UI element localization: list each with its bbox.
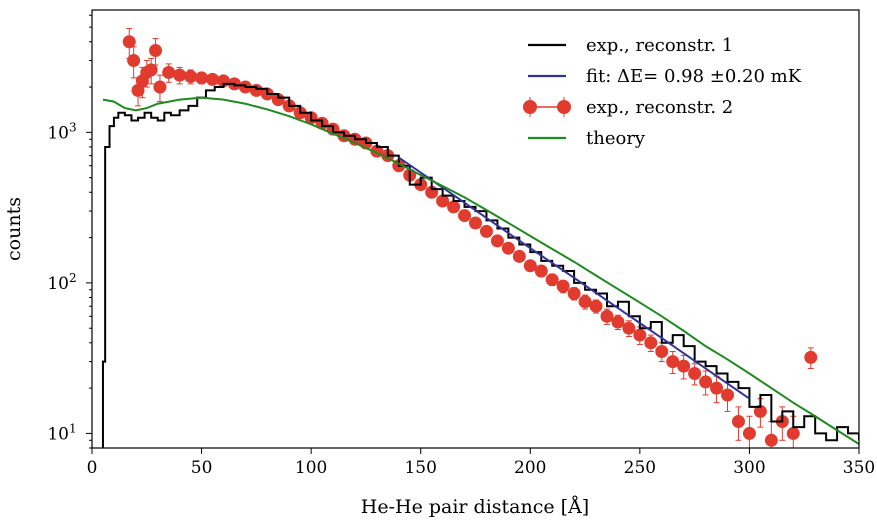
data-point: [545, 273, 559, 287]
data-point: [206, 72, 220, 86]
data-point: [144, 63, 158, 77]
data-point: [458, 209, 472, 223]
data-point: [611, 315, 625, 329]
legend-marker: [523, 100, 537, 114]
data-point: [184, 70, 198, 84]
data-point: [600, 309, 614, 323]
data-point: [436, 194, 450, 208]
x-tick-label: 150: [404, 458, 436, 478]
data-point: [512, 249, 526, 263]
data-point: [753, 404, 767, 418]
data-point: [271, 93, 285, 107]
data-point: [534, 264, 548, 278]
y-tick-label: 101: [47, 421, 76, 444]
data-point: [149, 43, 163, 57]
series-line-exp-reconstr-1: [101, 82, 859, 448]
data-point: [786, 426, 800, 440]
data-point: [699, 375, 713, 389]
legend-marker: [557, 100, 571, 114]
data-point: [589, 299, 603, 313]
legend-item: exp., reconstr. 1: [528, 35, 733, 56]
data-point: [731, 414, 745, 428]
plot-frame: [91, 9, 860, 449]
data-point: [447, 200, 461, 214]
x-tick-label: 200: [514, 458, 546, 478]
data-point: [127, 54, 141, 68]
data-point: [578, 295, 592, 309]
data-point: [721, 388, 735, 402]
data-point: [122, 35, 136, 49]
y-axis: 101 102 103: [47, 14, 92, 449]
legend-item: fit: ΔE= 0.98 ±0.20 mK: [528, 66, 802, 87]
x-tick-label: 350: [843, 458, 875, 478]
data-point: [567, 287, 581, 301]
y-axis-label: counts: [3, 197, 25, 261]
data-point: [764, 433, 778, 447]
y-tick-label: 103: [47, 120, 76, 143]
data-point: [804, 350, 818, 364]
data-point: [469, 216, 482, 230]
data-point: [173, 68, 187, 82]
data-point: [688, 367, 702, 381]
x-tick-label: 300: [733, 458, 765, 478]
data-point: [633, 328, 647, 342]
data-point: [501, 241, 515, 255]
data-point: [666, 355, 680, 369]
data-point: [153, 80, 167, 94]
data-point: [195, 71, 209, 85]
data-point: [556, 279, 570, 293]
data-point: [677, 359, 691, 373]
x-tick-label: 0: [87, 458, 98, 478]
x-tick-label: 250: [624, 458, 656, 478]
series-line-theory: [102, 96, 859, 445]
legend-item: exp., reconstr. 2: [523, 97, 733, 118]
data-point: [523, 259, 537, 273]
x-axis-label: He-He pair distance [Å]: [361, 496, 589, 518]
legend-label: fit: ΔE= 0.98 ±0.20 mK: [586, 66, 802, 87]
data-point: [710, 381, 724, 395]
legend-item: theory: [528, 128, 646, 149]
legend-label: exp., reconstr. 2: [586, 97, 733, 118]
data-point: [162, 65, 176, 79]
data-point: [742, 426, 756, 440]
series-layer: [101, 27, 859, 448]
data-point: [644, 336, 658, 350]
legend-label: exp., reconstr. 1: [586, 35, 733, 56]
data-point: [622, 321, 636, 335]
data-point: [490, 234, 504, 248]
x-tick-label: 100: [295, 458, 327, 478]
legend: exp., reconstr. 1 fit: ΔE= 0.98 ±0.20 mK e…: [523, 35, 802, 149]
data-point: [479, 224, 493, 238]
x-axis: 0 50 100 150 200 250 300 350: [87, 448, 875, 478]
legend-label: theory: [586, 128, 646, 149]
series-line-fit-e-0-98-0-20-mk: [398, 156, 750, 400]
y-tick-label: 102: [47, 271, 76, 294]
data-point: [655, 345, 669, 359]
x-tick-label: 50: [191, 458, 213, 478]
